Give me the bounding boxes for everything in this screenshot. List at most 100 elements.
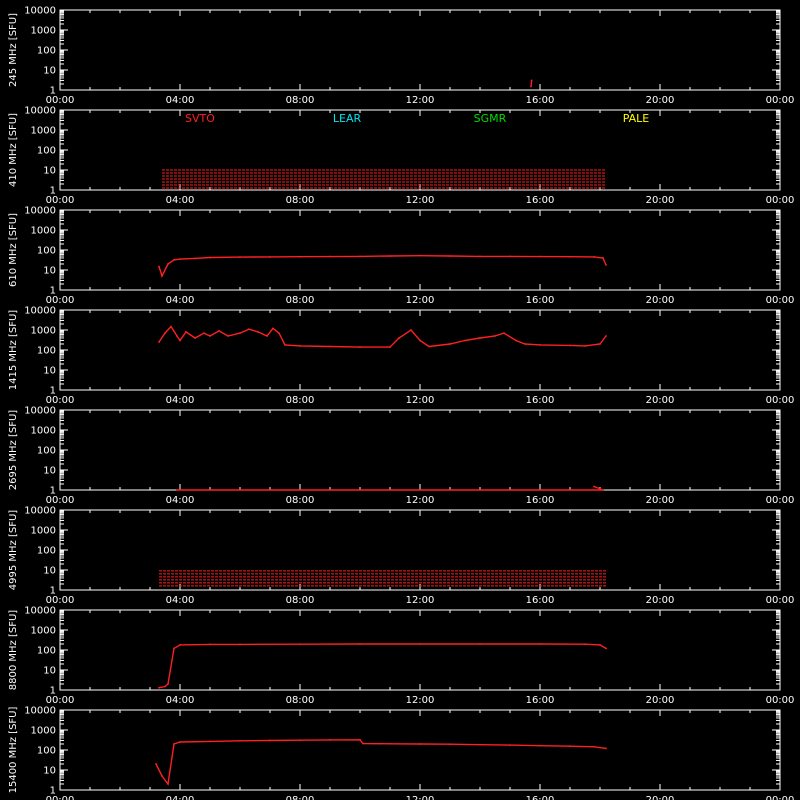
data-point xyxy=(569,255,571,258)
data-point xyxy=(257,331,259,333)
x-tick-label: 12:00 xyxy=(406,395,435,406)
x-tick-label: 08:00 xyxy=(286,295,315,306)
data-line xyxy=(158,325,607,348)
y-tick-label: 10000 xyxy=(24,706,56,717)
data-point xyxy=(602,489,604,491)
data-point xyxy=(173,258,175,261)
data-point xyxy=(176,489,178,491)
y-axis-label: 410 MHz [SFU] xyxy=(8,113,19,187)
x-tick-label: 00:00 xyxy=(766,795,795,800)
panel-1: 1 10 100 1000 10000 00:00 04:00 08:00 12:00 16:00… xyxy=(8,6,794,107)
data-point xyxy=(524,343,526,345)
y-tick-label: 1000 xyxy=(31,626,56,637)
x-tick-label: 00:00 xyxy=(766,495,795,506)
y-tick-label: 10 xyxy=(43,166,56,177)
y-tick-label: 10000 xyxy=(24,506,56,517)
x-tick-label: 20:00 xyxy=(646,295,675,306)
x-tick-label: 12:00 xyxy=(406,595,435,606)
y-tick-label: 10000 xyxy=(24,6,56,17)
data-point xyxy=(359,346,361,348)
x-tick-label: 00:00 xyxy=(766,195,795,206)
data-point xyxy=(194,257,196,260)
panel-frame xyxy=(59,9,781,91)
legend-svto: SVTO xyxy=(185,112,215,125)
y-tick-label: 1000 xyxy=(31,26,56,37)
data-point xyxy=(179,741,181,743)
data-line xyxy=(158,254,607,278)
x-tick-label: 04:00 xyxy=(166,395,195,406)
y-tick-label: 1000 xyxy=(31,326,56,337)
x-tick-label: 08:00 xyxy=(286,695,315,706)
data-point xyxy=(530,79,533,82)
x-tick-label: 16:00 xyxy=(526,95,555,106)
y-tick-label: 10000 xyxy=(24,306,56,317)
x-tick-label: 08:00 xyxy=(286,395,315,406)
x-tick-label: 04:00 xyxy=(166,795,195,800)
y-tick-label: 100 xyxy=(37,146,56,157)
data-point xyxy=(464,339,466,342)
data-point xyxy=(449,343,451,345)
x-tick-label: 16:00 xyxy=(526,595,555,606)
data-point xyxy=(161,775,163,777)
y-tick-label: 1 xyxy=(50,586,56,597)
x-tick-label: 20:00 xyxy=(646,195,675,206)
data-point xyxy=(329,345,331,348)
data-point xyxy=(179,258,181,261)
x-tick-label: 00:00 xyxy=(766,395,795,406)
data-point xyxy=(539,255,541,258)
panel-8: 1 10 100 1000 10000 00:00 04:00 08:00 12:00 16:00… xyxy=(8,706,794,800)
data-point xyxy=(605,647,607,650)
panel-2: 1 10 100 1000 10000 00:00 04:00 08:00 12:00 16:00… xyxy=(8,106,794,207)
data-point xyxy=(284,343,286,346)
data-point xyxy=(530,85,532,88)
y-tick-label: 1000 xyxy=(31,726,56,737)
y-tick-label: 100 xyxy=(37,446,56,457)
data-point xyxy=(239,739,241,742)
x-tick-label: 04:00 xyxy=(166,695,195,706)
y-tick-label: 10 xyxy=(43,366,56,377)
data-point xyxy=(359,643,361,645)
y-tick-label: 10000 xyxy=(24,206,56,217)
x-tick-label: 12:00 xyxy=(406,95,435,106)
data-point xyxy=(173,743,175,745)
data-point xyxy=(479,643,481,645)
data-point xyxy=(299,643,301,646)
data-point xyxy=(479,337,481,339)
data-point xyxy=(584,643,586,646)
y-tick-label: 1 xyxy=(50,486,56,497)
panel-frame xyxy=(59,409,781,491)
data-point xyxy=(359,738,361,741)
x-tick-label: 00:00 xyxy=(766,695,795,706)
x-tick-label: 20:00 xyxy=(646,695,675,706)
data-band xyxy=(159,570,606,587)
panel-frame xyxy=(59,709,781,791)
panel-3: 1 10 100 1000 10000 00:00 04:00 08:00 12:00 16:00… xyxy=(8,206,794,307)
x-tick-label: 04:00 xyxy=(166,295,195,306)
data-point xyxy=(419,254,421,257)
x-tick-label: 00:00 xyxy=(766,295,795,306)
x-tick-label: 20:00 xyxy=(646,95,675,106)
data-point xyxy=(569,745,571,748)
data-line xyxy=(155,739,607,786)
x-tick-label: 08:00 xyxy=(286,795,315,800)
y-tick-label: 10 xyxy=(43,666,56,677)
data-point xyxy=(176,335,178,337)
y-tick-label: 10 xyxy=(43,566,56,577)
data-point xyxy=(299,345,301,347)
data-point xyxy=(164,332,166,334)
data-point xyxy=(593,256,595,258)
y-tick-label: 1 xyxy=(50,286,56,297)
y-tick-label: 100 xyxy=(37,746,56,757)
x-tick-label: 00:00 xyxy=(46,395,75,406)
data-point xyxy=(494,335,496,337)
x-tick-label: 16:00 xyxy=(526,195,555,206)
panel-frame xyxy=(59,509,781,591)
panel-4: 1 10 100 1000 10000 00:00 04:00 08:00 12:00 16:00… xyxy=(8,306,794,407)
data-point xyxy=(272,327,274,330)
data-point xyxy=(269,739,271,742)
y-tick-label: 1 xyxy=(50,86,56,97)
data-point xyxy=(329,738,331,741)
data-point xyxy=(158,686,160,689)
data-point xyxy=(509,255,511,258)
y-tick-label: 100 xyxy=(37,546,56,557)
